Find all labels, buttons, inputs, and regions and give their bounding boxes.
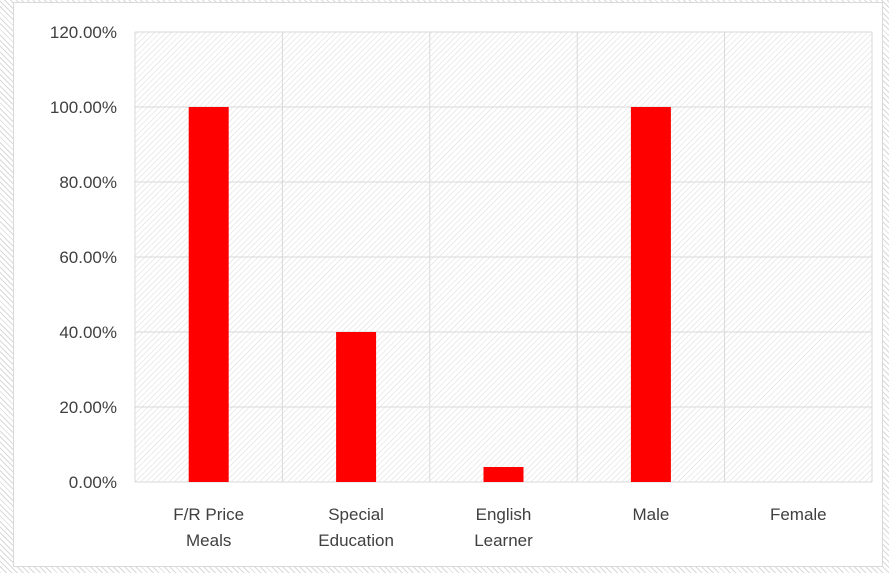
x-tick-label: English	[476, 505, 532, 524]
x-tick-label: Learner	[474, 531, 533, 550]
y-tick-label: 120.00%	[50, 23, 117, 42]
y-tick-label: 80.00%	[59, 173, 117, 192]
x-tick-label: Meals	[186, 531, 231, 550]
x-tick-label: Female	[770, 505, 827, 524]
bar	[630, 107, 671, 482]
x-tick-label: Special	[328, 505, 384, 524]
y-tick-label: 20.00%	[59, 398, 117, 417]
y-tick-label: 60.00%	[59, 248, 117, 267]
bar	[483, 467, 524, 482]
y-tick-label: 40.00%	[59, 323, 117, 342]
x-tick-label: Education	[318, 531, 394, 550]
y-tick-label: 100.00%	[50, 98, 117, 117]
y-tick-label: 0.00%	[69, 473, 117, 492]
bar	[336, 332, 377, 482]
bar	[188, 107, 229, 482]
x-tick-label: Male	[632, 505, 669, 524]
x-tick-label: F/R Price	[173, 505, 244, 524]
